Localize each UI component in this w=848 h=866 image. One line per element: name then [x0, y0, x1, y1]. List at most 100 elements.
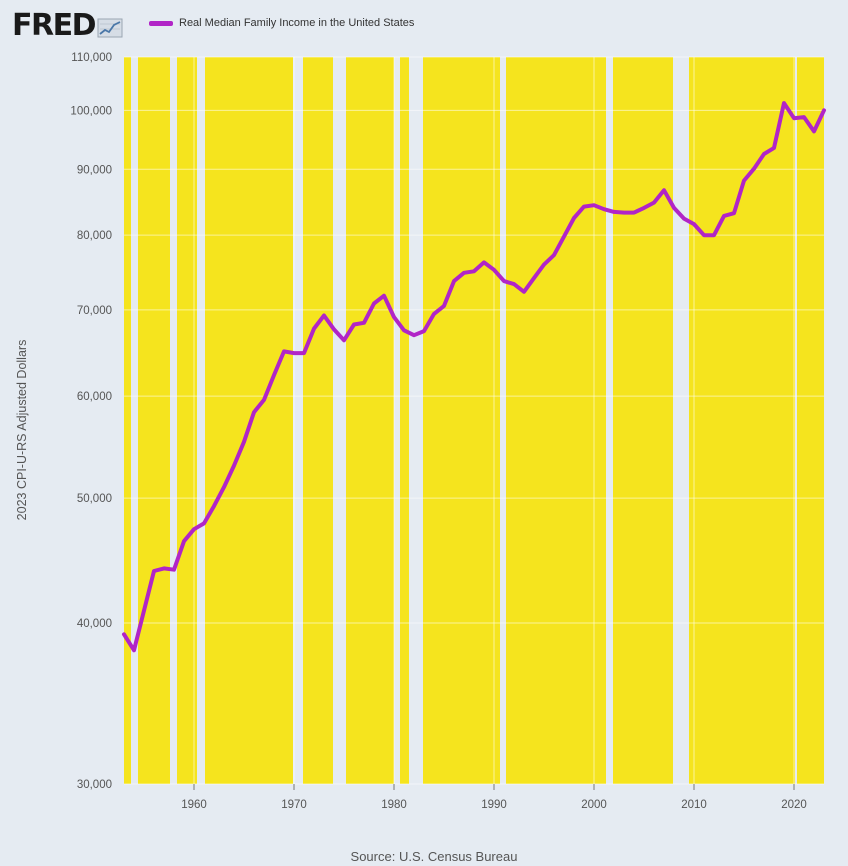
chart-header: FRED Real Median Family Income in the Un… — [12, 8, 832, 42]
data-point — [562, 234, 566, 239]
series-layer — [122, 101, 826, 653]
data-point — [122, 632, 126, 636]
legend: Real Median Family Income in the United … — [149, 17, 414, 29]
data-point — [492, 268, 496, 272]
y-tick-label: 110,000 — [71, 52, 112, 64]
data-point — [302, 351, 306, 355]
y-tick-label: 40,000 — [77, 618, 112, 630]
expansion-band — [138, 57, 170, 784]
x-axis-ticks: 1960 1970 1980 1990 2000 2010 2020 — [181, 784, 807, 811]
data-point — [412, 333, 416, 337]
data-point — [332, 327, 336, 332]
data-point — [312, 326, 316, 331]
data-point — [692, 222, 696, 226]
expansion-band — [124, 57, 131, 784]
data-point — [442, 304, 446, 308]
data-point — [722, 214, 726, 218]
x-tick-label: 2000 — [581, 799, 607, 811]
data-point — [172, 568, 176, 572]
y-axis-label: 2023 CPI-U-RS Adjusted Dollars — [15, 340, 29, 521]
y-tick-label: 60,000 — [77, 391, 112, 403]
y-tick-label: 70,000 — [77, 305, 112, 317]
y-tick-label: 90,000 — [77, 164, 112, 176]
data-point — [472, 269, 476, 273]
data-point — [762, 152, 766, 156]
fred-logo-text: FRED — [12, 8, 97, 43]
data-point — [482, 260, 486, 265]
data-point — [572, 216, 576, 220]
data-point — [212, 504, 216, 508]
data-point — [382, 294, 386, 298]
fred-logo: FRED — [12, 10, 123, 42]
expansion-band — [400, 57, 409, 784]
data-point — [512, 282, 516, 286]
x-tick-label: 1960 — [181, 799, 207, 811]
data-point — [702, 233, 706, 237]
data-point — [812, 129, 816, 134]
expansion-band — [177, 57, 197, 784]
data-point — [192, 527, 196, 531]
data-point — [242, 440, 246, 444]
data-point — [372, 301, 376, 306]
data-point — [542, 263, 546, 267]
data-point — [502, 279, 506, 283]
data-point — [582, 204, 586, 209]
data-point — [752, 167, 756, 171]
data-point — [272, 373, 276, 377]
data-point — [282, 349, 286, 353]
data-point — [532, 276, 536, 280]
data-point — [162, 566, 166, 571]
data-point — [782, 101, 786, 105]
y-tick-label: 80,000 — [77, 230, 112, 242]
recession-shading — [124, 57, 824, 784]
data-point — [802, 115, 806, 119]
data-point — [322, 313, 326, 318]
expansion-band — [205, 57, 293, 784]
data-point — [712, 233, 716, 237]
data-point — [462, 271, 466, 275]
data-point — [552, 253, 556, 257]
y-tick-label: 100,000 — [70, 105, 112, 117]
y-tick-label: 50,000 — [77, 493, 112, 505]
expansion-band — [797, 57, 824, 784]
data-point — [292, 351, 296, 355]
data-point — [602, 207, 606, 211]
gridlines — [124, 56, 824, 785]
data-point — [662, 188, 666, 192]
expansion-band — [423, 57, 500, 784]
data-point — [742, 178, 746, 183]
data-point — [352, 322, 356, 327]
data-point — [672, 206, 676, 210]
expansion-band — [303, 57, 333, 784]
y-axis-ticks: 30,000 40,000 50,000 60,000 70,000 80,000 90,0… — [70, 52, 112, 791]
data-point — [252, 410, 256, 414]
data-point — [822, 108, 826, 112]
data-point — [772, 146, 776, 150]
data-point — [132, 648, 136, 652]
legend-swatch — [149, 20, 173, 26]
data-point — [182, 539, 186, 543]
data-point — [232, 463, 236, 468]
legend-label: Real Median Family Income in the United … — [179, 17, 415, 29]
data-point — [652, 200, 656, 205]
x-tick-label: 2020 — [781, 799, 807, 811]
data-point — [682, 217, 686, 221]
data-point — [422, 329, 426, 333]
data-point — [522, 290, 526, 294]
x-tick-label: 1980 — [381, 799, 407, 811]
data-point — [732, 211, 736, 215]
source-note: Source: U.S. Census Bureau — [351, 849, 518, 864]
x-tick-label: 2010 — [681, 799, 707, 811]
data-point — [202, 521, 206, 525]
data-point — [622, 210, 626, 215]
expansion-band — [613, 57, 673, 784]
data-point — [222, 485, 226, 489]
data-point — [342, 338, 346, 342]
data-point — [152, 569, 156, 573]
x-tick-label: 1970 — [281, 799, 307, 811]
data-point — [402, 328, 406, 332]
x-tick-label: 1990 — [481, 799, 507, 811]
data-point — [392, 315, 396, 319]
data-point — [632, 210, 636, 215]
